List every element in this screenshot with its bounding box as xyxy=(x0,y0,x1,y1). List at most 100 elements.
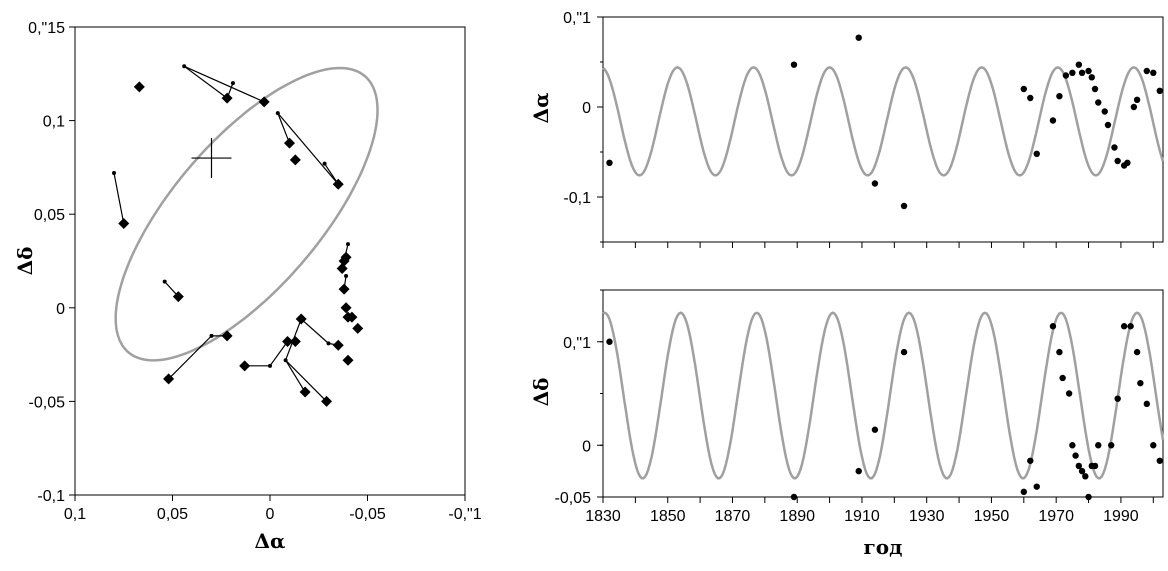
alpha-observation-point xyxy=(606,159,613,166)
orbit-observed-point xyxy=(342,354,354,366)
alpha-y-tick-label: 0,"1 xyxy=(563,10,591,27)
orbit-y-axis-label: Δδ xyxy=(13,247,37,276)
alpha-observation-point xyxy=(1069,69,1076,77)
alpha-observation-point xyxy=(1056,93,1063,100)
delta-x-tick-label: 1950 xyxy=(974,508,1010,525)
orbit-y-tick-label: 0,"15 xyxy=(28,20,65,37)
orbit-residual-line xyxy=(324,163,339,185)
orbit-computed-point xyxy=(112,171,116,176)
orbit-computed-point xyxy=(275,111,280,116)
orbit-observed-point xyxy=(282,335,294,347)
orbit-computed-point xyxy=(283,358,288,363)
orbit-computed-point xyxy=(182,64,187,69)
delta-x-axis-label: год xyxy=(864,535,903,559)
orbit-computed-point xyxy=(209,333,214,338)
alpha-vs-year-plot: -0,1 0 0,"1 Δα xyxy=(529,10,1165,248)
delta-observation-point xyxy=(1065,390,1073,397)
alpha-observation-point xyxy=(1130,103,1138,111)
orbit-residual-line xyxy=(183,65,265,103)
orbit-observed-point xyxy=(118,218,130,230)
alpha-observation-point xyxy=(1114,157,1121,165)
alpha-observation-point xyxy=(1062,72,1070,79)
delta-observation-point xyxy=(790,493,798,501)
delta-observation-point xyxy=(1049,323,1057,330)
alpha-y-tick-label: 0 xyxy=(582,100,591,117)
orbit-observed-point xyxy=(221,92,233,104)
alpha-observation-point xyxy=(1033,150,1040,157)
orbit-observed-point xyxy=(289,154,301,166)
orbit-observed-point xyxy=(299,386,311,398)
orbit-observed-point xyxy=(239,360,251,372)
delta-observation-point xyxy=(1072,452,1079,459)
orbit-residual-line xyxy=(277,112,291,144)
orbit-observed-point xyxy=(172,291,184,303)
delta-x-tick-label: 1890 xyxy=(779,508,815,525)
orbit-residual-line xyxy=(285,359,306,393)
alpha-y-tick-label: -0,1 xyxy=(563,190,591,207)
alpha-observation-point xyxy=(1085,67,1092,75)
orbit-observed-point xyxy=(340,302,352,314)
delta-observation-point xyxy=(1150,442,1157,449)
orbit-observed-point xyxy=(352,322,364,334)
orbit-residual-line xyxy=(168,335,212,380)
orbit-observed-point xyxy=(258,96,270,108)
orbit-y-tick-label: 0,1 xyxy=(43,114,65,131)
orbit-x-tick-label: 0,05 xyxy=(157,506,188,523)
orbit-observed-point xyxy=(295,313,307,325)
delta-x-tick-label: 1910 xyxy=(844,508,880,525)
delta-observation-point xyxy=(606,338,613,345)
delta-observation-point xyxy=(1027,457,1034,464)
delta-observation-point xyxy=(1085,493,1092,501)
delta-observation-point xyxy=(1133,348,1141,356)
orbit-ellipse xyxy=(114,66,379,362)
delta-observation-point xyxy=(1127,323,1134,330)
alpha-plot-frame xyxy=(602,16,1164,243)
orbit-residual-line xyxy=(277,112,339,185)
delta-y-tick-label: -0,05 xyxy=(555,490,592,507)
delta-observation-point xyxy=(1056,348,1063,356)
delta-x-tick-label: 1990 xyxy=(1103,508,1139,525)
orbit-observed-point xyxy=(346,311,358,323)
alpha-observation-point xyxy=(1156,87,1163,95)
orbit-observed-point xyxy=(336,262,348,274)
alpha-observation-point xyxy=(1078,69,1086,77)
orbit-observed-point xyxy=(133,81,145,93)
orbit-observed-point xyxy=(321,395,333,407)
orbit-x-axis-label: Δα xyxy=(255,529,286,553)
orbit-x-tick-label: -0,05 xyxy=(349,506,386,523)
orbit-y-tick-label: 0 xyxy=(56,301,65,318)
delta-observation-point xyxy=(1082,473,1089,480)
delta-model-curve xyxy=(602,311,1165,480)
delta-observation-point xyxy=(1108,442,1115,449)
delta-observation-point xyxy=(1091,462,1099,470)
orbit-residual-line xyxy=(300,318,329,344)
delta-y-axis-label: Δδ xyxy=(529,378,553,407)
orbit-y-tick-label: -0,05 xyxy=(29,394,66,411)
alpha-observation-point xyxy=(790,61,798,68)
orbit-residual-line xyxy=(269,341,289,367)
orbit-observed-point xyxy=(338,283,350,295)
orbit-observed-point xyxy=(340,251,352,263)
delta-x-tick-label: 1830 xyxy=(585,508,621,525)
orbit-residual-line xyxy=(285,359,327,402)
alpha-observation-point xyxy=(1020,85,1028,93)
alpha-observation-point xyxy=(1075,61,1083,68)
delta-observation-point xyxy=(1120,323,1128,330)
orbit-observed-point xyxy=(332,178,344,190)
orbit-computed-point xyxy=(344,273,349,278)
alpha-observation-point xyxy=(871,180,879,187)
orbit-plot: 0,1 0,05 0 -0,05 -0,"1 -0,1 -0,05 0 0,05 0,1 0,"15… xyxy=(13,20,482,553)
alpha-observation-point xyxy=(1133,96,1141,104)
alpha-observation-point xyxy=(1049,117,1057,124)
delta-observation-point xyxy=(1078,467,1086,475)
alpha-observation-point xyxy=(1104,121,1112,129)
orbit-computed-point xyxy=(346,242,350,247)
delta-x-tick-label: 1850 xyxy=(650,508,686,525)
delta-observation-point xyxy=(855,467,862,475)
delta-x-tick-label: 1870 xyxy=(715,508,751,525)
orbit-x-tick-label: 0 xyxy=(266,506,275,523)
alpha-y-axis-label: Δα xyxy=(529,93,553,124)
delta-x-tick-label: 1970 xyxy=(1038,508,1074,525)
orbit-residual-line xyxy=(183,65,228,99)
